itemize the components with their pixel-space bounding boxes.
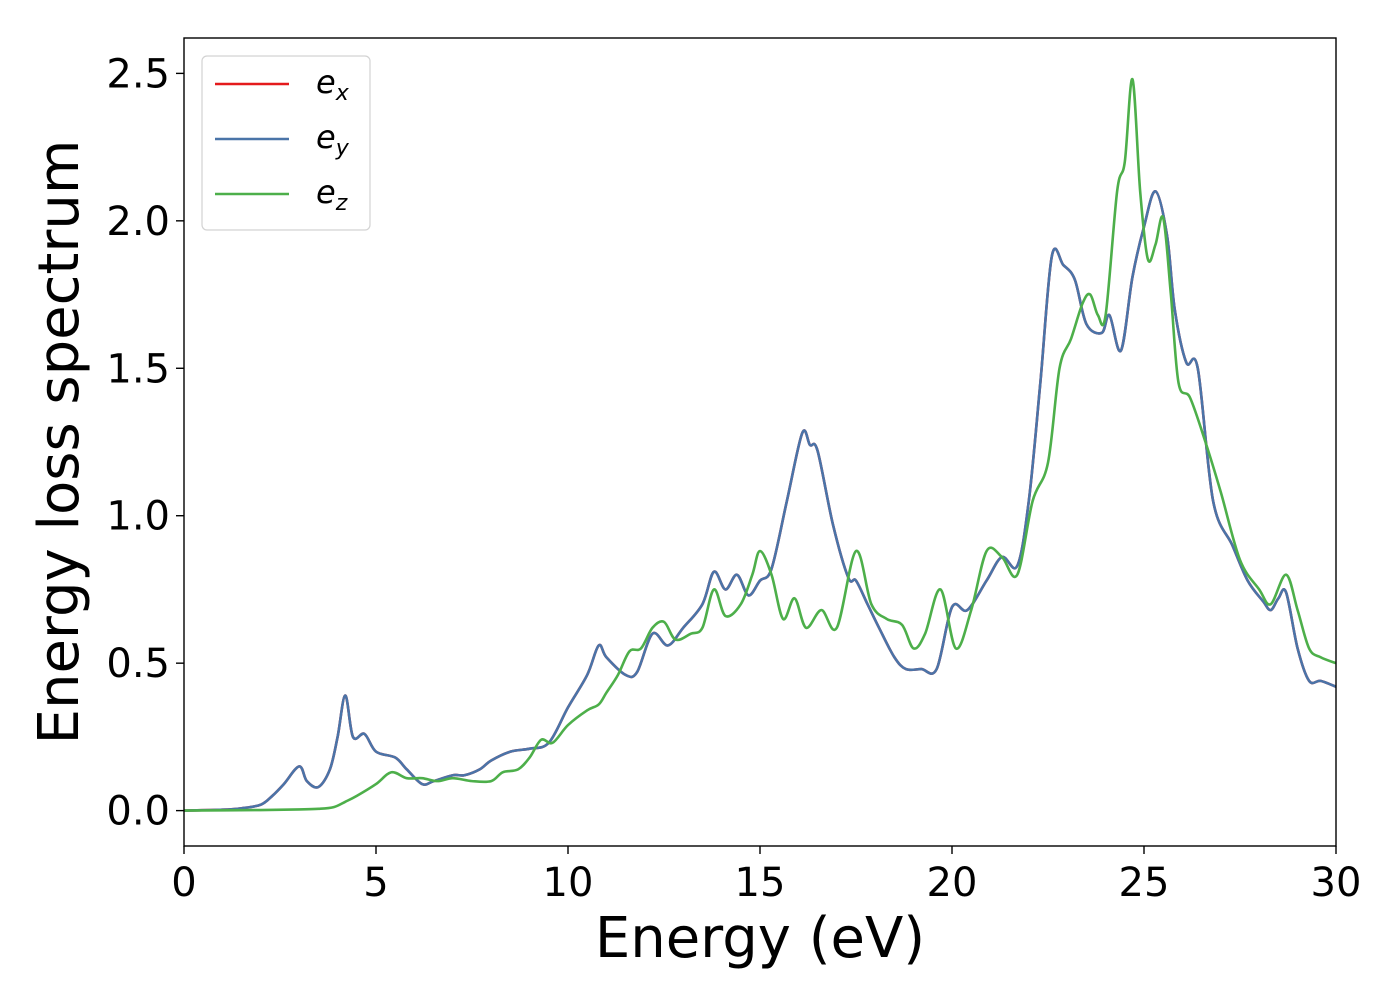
y-tick-label: 2.5 <box>106 51 170 97</box>
legend-label-ex: ex <box>316 63 350 106</box>
y-axis: 0.0 0.5 1.0 1.5 2.0 2.5 <box>106 51 184 835</box>
x-tick-label: 5 <box>363 860 388 906</box>
x-tick-label: 0 <box>171 860 196 906</box>
legend: ex ey ez <box>201 55 371 231</box>
y-axis-label: Energy loss spectrum <box>27 140 92 745</box>
y-tick-label: 2.0 <box>106 199 170 245</box>
y-tick-label: 1.0 <box>106 494 170 540</box>
y-tick-label: 0.0 <box>106 789 170 835</box>
series-line-e-z <box>184 77 1336 812</box>
y-tick-label: 1.5 <box>106 346 170 392</box>
legend-label-ez: ez <box>316 173 348 216</box>
x-tick-label: 10 <box>543 860 594 906</box>
series-layer <box>184 77 1336 812</box>
y-tick-label: 0.5 <box>106 641 170 687</box>
plot-area <box>184 38 1336 846</box>
x-tick-label: 20 <box>927 860 978 906</box>
legend-entries: ex ey ez <box>215 63 350 216</box>
legend-label-ey: ey <box>316 118 350 161</box>
x-tick-label: 15 <box>735 860 786 906</box>
x-axis-label: Energy (eV) <box>595 906 925 971</box>
x-tick-label: 25 <box>1119 860 1170 906</box>
legend-box <box>201 55 371 231</box>
x-axis: 0 5 10 15 20 25 30 <box>171 846 1361 906</box>
x-tick-label: 30 <box>1311 860 1362 906</box>
